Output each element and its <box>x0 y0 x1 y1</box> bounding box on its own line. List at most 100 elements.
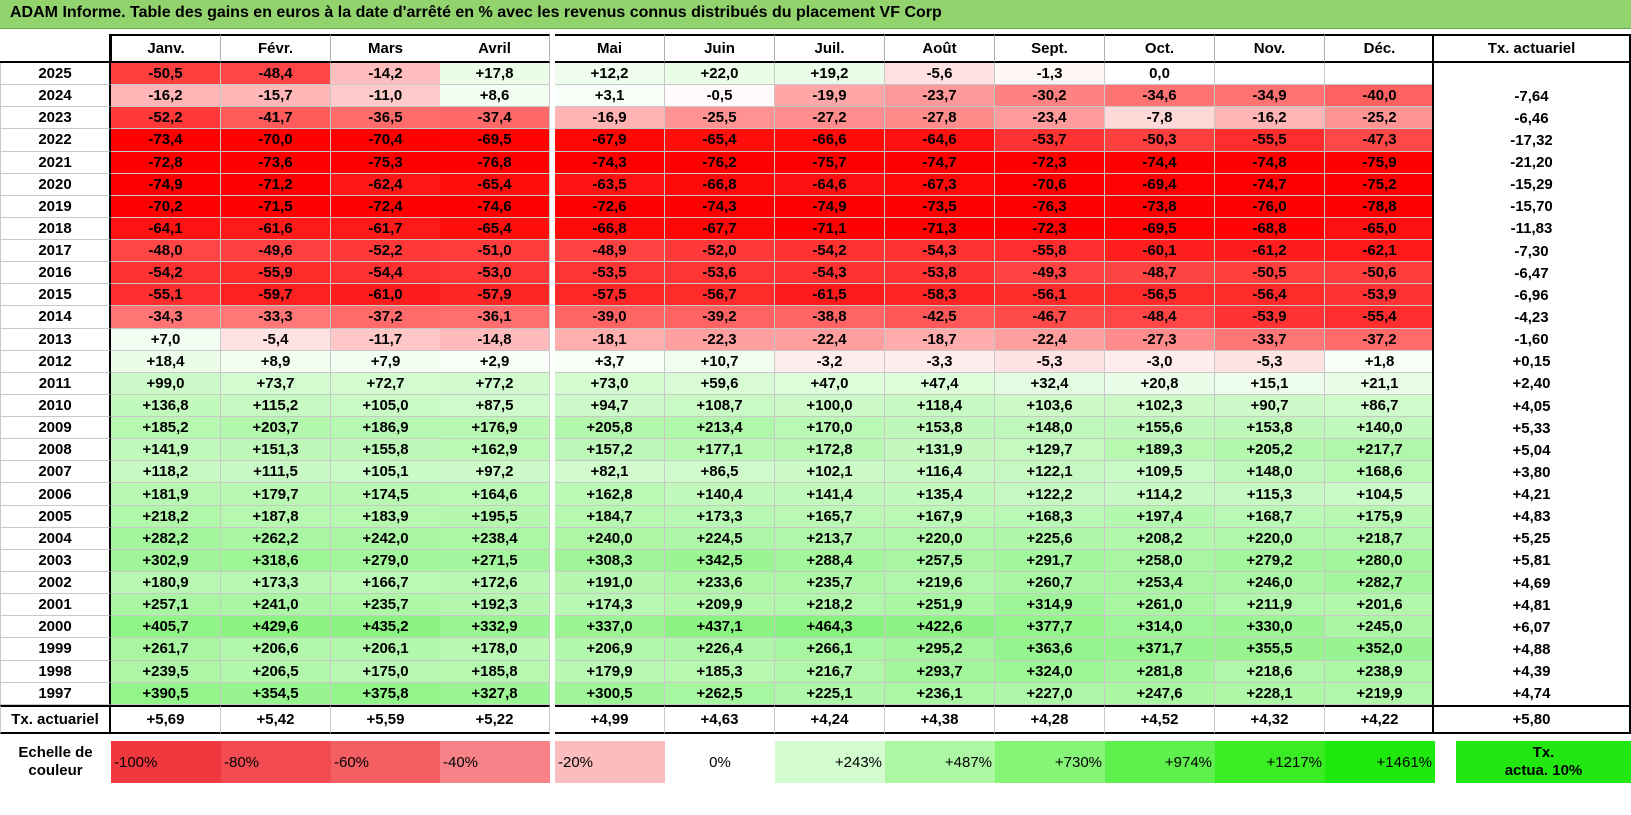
year-label: 2025 <box>0 63 111 86</box>
table-cell: +327,8 <box>440 682 550 705</box>
tx-cell: -7,30 <box>1432 240 1631 263</box>
table-cell: -50,6 <box>1325 262 1435 285</box>
year-label: 2012 <box>0 350 111 373</box>
table-cell: +279,0 <box>331 549 441 572</box>
table-cell: +168,7 <box>1215 505 1325 528</box>
tx-cell: -6,47 <box>1432 262 1631 285</box>
table-cell: +218,7 <box>1325 527 1435 550</box>
color-scale-swatch: +974% <box>1105 741 1215 783</box>
scale-label-line1: Echelle de <box>18 744 93 761</box>
table-cell: -23,4 <box>995 107 1105 130</box>
table-cell: -16,9 <box>555 107 665 130</box>
table-cell: -37,2 <box>1325 328 1435 351</box>
table-cell: +225,6 <box>995 527 1105 550</box>
table-cell: -52,2 <box>111 107 221 130</box>
table-cell: -22,4 <box>995 328 1105 351</box>
table-cell: -16,2 <box>111 85 221 108</box>
table-cell: +3,7 <box>555 350 665 373</box>
table-cell: -66,6 <box>775 129 885 152</box>
table-cell: +82,1 <box>555 461 665 484</box>
year-label: 2009 <box>0 417 111 440</box>
table-cell: -14,2 <box>331 63 441 86</box>
table-cell: +258,0 <box>1105 549 1215 572</box>
tx-cell: -15,70 <box>1432 195 1631 218</box>
tx-cell: +4,88 <box>1432 638 1631 661</box>
table-cell: -11,7 <box>331 328 441 351</box>
totals-cell: +5,42 <box>221 705 331 734</box>
table-cell: +300,5 <box>555 682 665 705</box>
color-scale-swatch: -80% <box>221 741 331 783</box>
table-cell: +100,0 <box>775 394 885 418</box>
table-cell: +15,1 <box>1215 372 1325 395</box>
title-bar: ADAM Informe. Table des gains en euros à… <box>0 0 1631 29</box>
table-cell: +153,8 <box>1215 417 1325 440</box>
table-cell: +266,1 <box>775 638 885 661</box>
totals-cell: +4,38 <box>885 705 995 734</box>
table-cell: 0,0 <box>1105 63 1215 86</box>
table-cell: -61,6 <box>221 217 331 241</box>
table-cell: -73,8 <box>1105 195 1215 218</box>
totals-cell: +4,22 <box>1325 705 1435 734</box>
table-cell: +148,0 <box>995 417 1105 440</box>
color-scale-swatch: +243% <box>775 741 885 783</box>
table-cell: -42,5 <box>885 306 995 329</box>
year-label: 2024 <box>0 85 111 108</box>
table-cell: -57,5 <box>555 284 665 307</box>
table-cell: -18,1 <box>555 328 665 351</box>
table-cell: +18,4 <box>111 350 221 373</box>
table-cell: +181,9 <box>111 483 221 506</box>
table-cell: -37,2 <box>331 306 441 329</box>
table-cell: -23,7 <box>885 85 995 108</box>
table-cell: -53,9 <box>1325 284 1435 307</box>
year-label: 2019 <box>0 195 111 218</box>
tx-header: Tx. actuariel <box>1432 34 1631 63</box>
table-cell: +205,8 <box>555 417 665 440</box>
year-label: 2020 <box>0 173 111 196</box>
table-cell: +1,8 <box>1325 350 1435 373</box>
table-cell: +185,2 <box>111 417 221 440</box>
table-cell: +314,0 <box>1105 616 1215 639</box>
totals-cell: +5,69 <box>111 705 221 734</box>
table-cell: +59,6 <box>665 372 775 395</box>
tx-cell: +4,21 <box>1432 483 1631 506</box>
table-cell: +302,9 <box>111 549 221 572</box>
table-cell: -74,8 <box>1215 151 1325 174</box>
table-cell: -5,4 <box>221 328 331 351</box>
table-cell: +352,0 <box>1325 638 1435 661</box>
table-cell: +165,7 <box>775 505 885 528</box>
month-header: Juil. <box>775 34 885 63</box>
table-cell: +108,7 <box>665 394 775 418</box>
table-cell: -70,2 <box>111 195 221 218</box>
table-cell: +187,8 <box>221 505 331 528</box>
table-cell: +211,9 <box>1215 594 1325 617</box>
table-cell: +206,5 <box>221 660 331 683</box>
color-scale-swatch: -40% <box>440 741 550 783</box>
scale-tx-line1: Tx. <box>1532 744 1555 761</box>
table-cell: -66,8 <box>665 173 775 196</box>
table-cell: -70,0 <box>221 129 331 152</box>
table-cell: +219,9 <box>1325 682 1435 705</box>
table-cell: +86,5 <box>665 461 775 484</box>
table-cell: +153,8 <box>885 417 995 440</box>
table-cell: +233,6 <box>665 571 775 595</box>
table-cell: +86,7 <box>1325 394 1435 418</box>
color-scale-swatch: +1461% <box>1325 741 1435 783</box>
table-cell: +224,5 <box>665 527 775 550</box>
table-cell: +429,6 <box>221 616 331 639</box>
table-cell: -53,0 <box>440 262 550 285</box>
table-cell: +175,9 <box>1325 505 1435 528</box>
table-cell: -49,6 <box>221 240 331 263</box>
totals-cell: +4,63 <box>665 705 775 734</box>
table-cell: -65,4 <box>440 173 550 196</box>
color-scale-swatch: -100% <box>111 741 221 783</box>
table-cell: +220,0 <box>1215 527 1325 550</box>
table-cell: +257,1 <box>111 594 221 617</box>
tx-cell: +4,39 <box>1432 660 1631 683</box>
table-cell: +114,2 <box>1105 483 1215 506</box>
table-cell: +257,5 <box>885 549 995 572</box>
table-cell: -53,5 <box>555 262 665 285</box>
table-cell: +47,0 <box>775 372 885 395</box>
table-cell: +218,2 <box>775 594 885 617</box>
table-cell: -67,3 <box>885 173 995 196</box>
